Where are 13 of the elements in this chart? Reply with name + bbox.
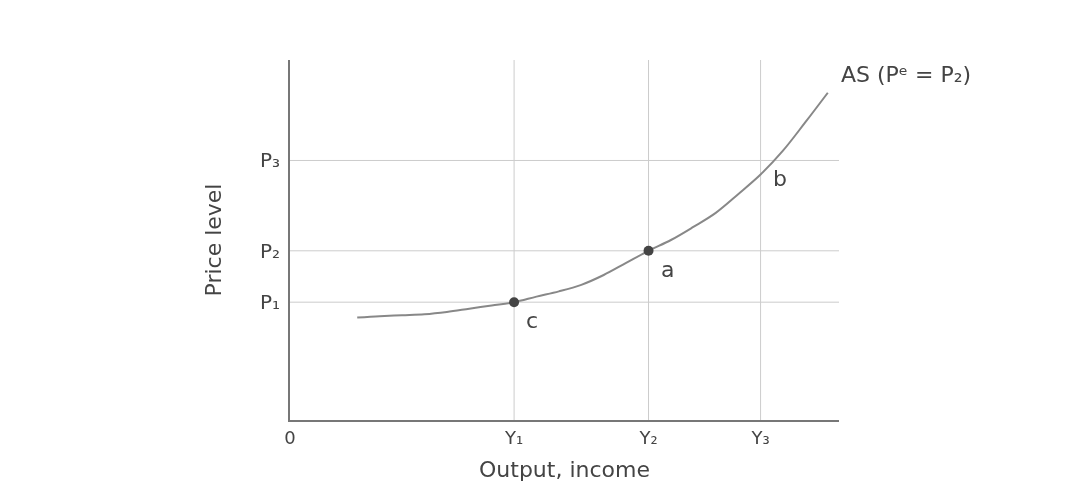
ref-line-label: P₂ [260, 239, 281, 263]
annotation: c [526, 308, 539, 333]
text: AS (Pᵉ = P₂) [841, 62, 972, 87]
y-axis-title: Price level [201, 183, 227, 297]
annotation: b [773, 166, 787, 191]
x-tick-label: Y₁ [503, 426, 524, 448]
ref-line-label: P₃ [260, 148, 281, 172]
x-tick-label: 0 [284, 426, 296, 448]
x-axis-title: Output, income [479, 457, 650, 482]
x-tick-label: Y₂ [638, 426, 658, 448]
annotation: a [661, 257, 675, 282]
x-tick-label: Y₃ [750, 426, 770, 448]
ref-line-label: P₁ [260, 290, 281, 314]
